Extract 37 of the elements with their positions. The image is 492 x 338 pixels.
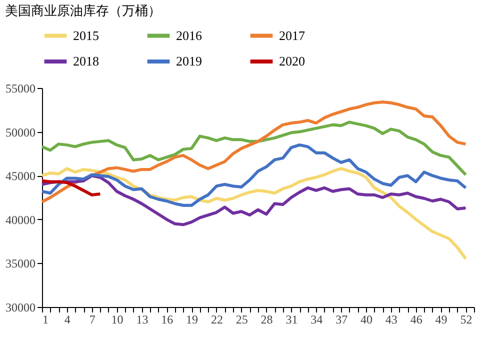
x-tick-label: 34 [310, 312, 323, 326]
y-tick-label: 30000 [6, 300, 36, 314]
legend-label: 2016 [176, 28, 202, 43]
legend-label: 2017 [279, 28, 306, 43]
line-series [40, 167, 468, 260]
x-tick-label: 7 [89, 312, 96, 326]
legend-label: 2020 [279, 54, 305, 68]
x-tick-label: 31 [286, 312, 298, 326]
line-series [40, 174, 468, 226]
legend-label: 2018 [73, 54, 99, 68]
y-tick-label: 35000 [6, 256, 36, 271]
x-tick-label: 19 [186, 312, 198, 326]
legend-label: 2015 [73, 28, 99, 43]
y-tick-label: 55000 [6, 82, 36, 96]
line-series [40, 100, 468, 204]
x-tick-label: 43 [385, 312, 398, 326]
x-tick-label: 25 [236, 312, 248, 326]
x-tick-label: 28 [260, 312, 273, 326]
x-tick-label: 10 [111, 312, 124, 326]
x-tick-label: 52 [460, 312, 472, 326]
line-series [40, 143, 468, 207]
x-tick-label: 16 [161, 312, 174, 326]
x-tick-label: 1 [42, 312, 48, 326]
x-tick-label: 49 [435, 312, 448, 326]
x-tick-label: 13 [136, 312, 148, 326]
y-tick-label: 50000 [6, 125, 36, 140]
legend-label: 2019 [176, 54, 202, 68]
x-tick-label: 46 [410, 312, 422, 326]
line-series [40, 179, 102, 196]
x-tick-label: 37 [336, 312, 348, 326]
y-tick-label: 45000 [6, 169, 36, 184]
y-tick-label: 40000 [6, 212, 36, 227]
x-tick-label: 22 [210, 312, 223, 326]
x-tick-label: 4 [64, 312, 70, 326]
line-series [40, 120, 468, 176]
chart-title: 美国商业原油库存（万桶） [5, 3, 161, 18]
x-tick-label: 40 [360, 312, 372, 326]
